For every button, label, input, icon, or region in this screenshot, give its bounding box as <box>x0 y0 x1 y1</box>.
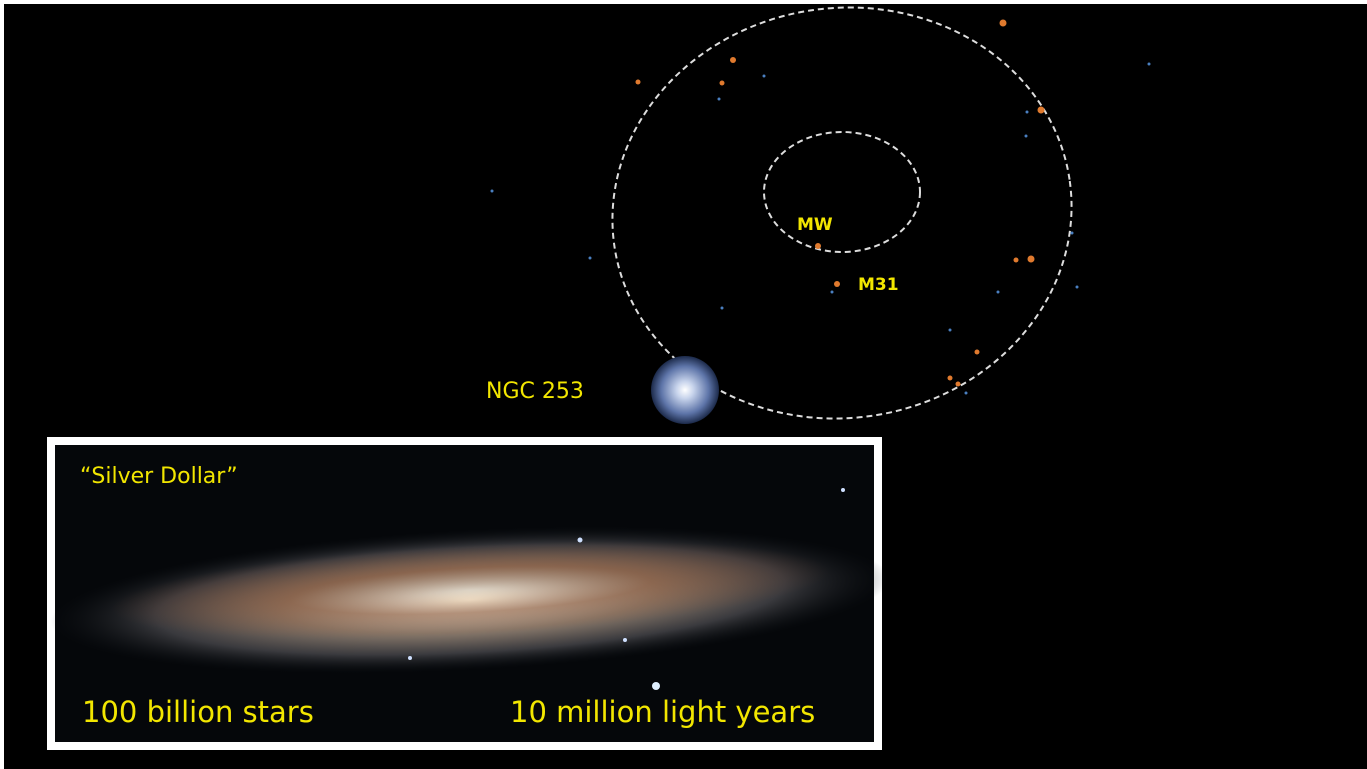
inset-galaxy <box>50 488 890 690</box>
inner-orbit <box>763 131 921 253</box>
inset-caption: 10 million light years <box>510 695 815 729</box>
galaxy-dots-blue <box>490 62 1151 395</box>
inset-caption: 100 billion stars <box>82 695 314 729</box>
ngc253-icon <box>651 356 719 424</box>
label: MW <box>797 215 833 235</box>
outer-orbit <box>611 6 1073 420</box>
label: NGC 253 <box>486 379 584 404</box>
inset-title: “Silver Dollar” <box>80 464 238 489</box>
galaxy-dots <box>635 19 1045 387</box>
label: M31 <box>858 275 899 295</box>
